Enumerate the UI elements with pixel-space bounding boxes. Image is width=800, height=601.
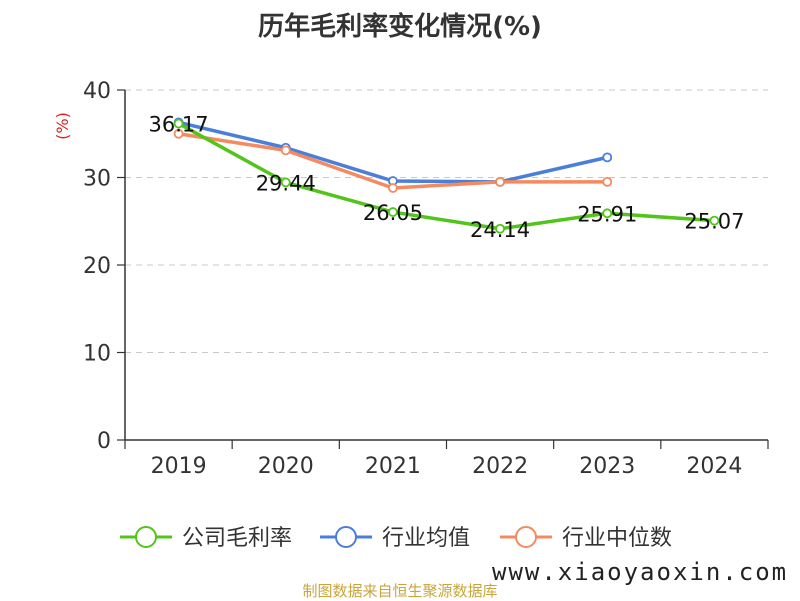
data-point (280, 145, 291, 156)
x-tick-label: 2023 (579, 454, 635, 479)
data-point (388, 207, 398, 217)
data-point (495, 176, 505, 187)
axes: 0 10 20 30 40 (%) 2019 2020 2021 2022 2023 2024 (53, 79, 769, 479)
data-point (602, 208, 613, 219)
legend-swatch-marker (135, 526, 157, 548)
data-label: 25.07 (684, 210, 744, 234)
data-point (173, 128, 184, 139)
data-label: 29.44 (256, 171, 316, 195)
x-tick-label: 2020 (258, 454, 314, 479)
y-tick-label: 40 (83, 79, 111, 104)
x-tick-label: 2022 (472, 454, 528, 479)
chart-title: 历年毛利率变化情况(%) (258, 12, 542, 42)
source-footer: 制图数据来自恒生聚源数据库 (302, 582, 498, 600)
data-point (280, 177, 291, 188)
data-point (388, 183, 398, 193)
legend-label: 行业均值 (382, 526, 470, 551)
y-tick-label: 20 (83, 254, 111, 279)
data-point (173, 118, 184, 129)
data-label: 24.14 (470, 218, 530, 242)
data-labels: 36.17 29.44 26.05 24.14 25.91 25.07 (149, 113, 745, 242)
data-point (709, 215, 720, 226)
data-label: 36.17 (149, 113, 209, 137)
x-tick-label: 2019 (151, 454, 207, 479)
series-points (173, 117, 720, 234)
series-line (178, 120, 608, 184)
x-tick-label: 2021 (365, 454, 421, 479)
data-label: 25.91 (577, 202, 637, 226)
y-tick-label: 10 (83, 342, 111, 367)
data-point (495, 223, 505, 234)
y-tick-label: 0 (97, 429, 111, 454)
y-unit-label: (%) (53, 112, 72, 140)
data-label: 26.05 (363, 201, 423, 225)
x-tick-label: 2024 (686, 454, 742, 479)
legend: 公司毛利率 行业均值 行业中位数 (120, 526, 672, 551)
data-point (602, 152, 613, 163)
data-point (602, 176, 613, 187)
grid-lines (125, 89, 768, 353)
watermark: www.xiaoyaoxin.com (492, 558, 789, 586)
legend-swatch-marker (515, 526, 537, 548)
y-tick-label: 30 (83, 167, 111, 192)
series-line (177, 121, 715, 231)
legend-label: 公司毛利率 (182, 526, 292, 551)
legend-swatch-marker (335, 526, 357, 548)
legend-label: 行业中位数 (562, 526, 672, 551)
